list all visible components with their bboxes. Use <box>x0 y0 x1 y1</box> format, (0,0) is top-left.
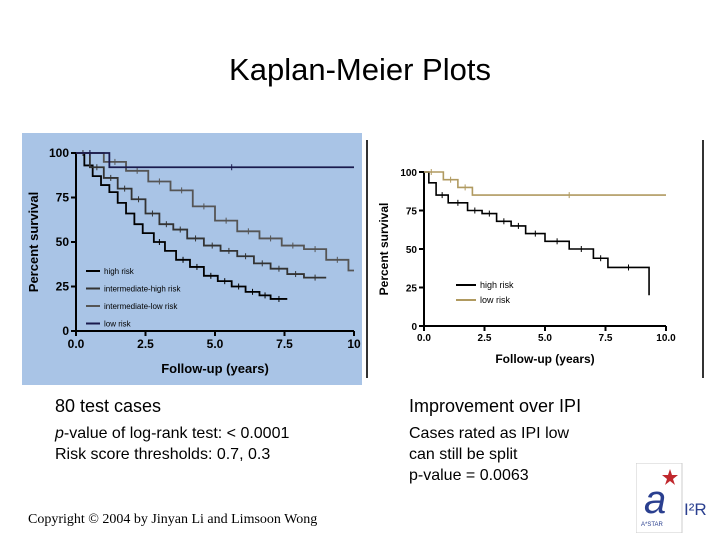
x-tick-label-1-1: 2.5 <box>137 337 154 351</box>
x-tick-label-1-0: 0.0 <box>68 337 85 351</box>
y-tick-label-2-0: 0 <box>411 322 417 333</box>
logo-a-glyph: a <box>644 478 666 522</box>
y-axis-label-2: Percent survival <box>377 203 391 296</box>
caption-left-line1: p-value of log-rank test: < 0.0001 <box>55 423 289 444</box>
x-axis-label-1: Follow-up (years) <box>161 361 269 376</box>
caption-right-heading: Improvement over IPI <box>409 396 582 416</box>
pvalue-text: -value of log-rank test: < 0.0001 <box>63 425 290 442</box>
caption-right-line2: can still be split <box>409 446 518 463</box>
y-tick-label-2-4: 100 <box>400 168 417 179</box>
y-tick-label-1-2: 50 <box>56 235 70 249</box>
x-tick-label-2-1: 2.5 <box>478 333 492 344</box>
legend-label-1-0: high risk <box>104 267 135 276</box>
y-tick-label-2-2: 50 <box>406 245 418 256</box>
caption-left: 80 test cases p-value of log-rank test: … <box>55 396 289 465</box>
km-curve-1-1 <box>76 152 327 279</box>
legend-label-2-1: low risk <box>480 295 511 305</box>
x-tick-label-2-0: 0.0 <box>417 333 431 344</box>
x-tick-label-1-2: 5.0 <box>207 337 224 351</box>
km-plot-80-test-cases: 0 25 50 75 100 0.0 2.5 5.0 7.5 10 Follow-up (years… <box>22 133 362 385</box>
y-tick-label-2-1: 25 <box>406 284 418 295</box>
km-curve-2-0 <box>424 171 650 296</box>
caption-right: Improvement over IPI Cases rated as IPI … <box>409 396 581 486</box>
km-curve-1-3 <box>76 152 354 169</box>
y-tick-label-1-4: 100 <box>49 146 69 160</box>
chart-border-right <box>702 140 704 378</box>
x-tick-label-1-4: 10 <box>347 337 361 351</box>
x-tick-label-1-3: 7.5 <box>276 337 293 351</box>
x-axis-label-2: Follow-up (years) <box>495 352 594 366</box>
x-tick-label-2-3: 7.5 <box>599 333 613 344</box>
km-plot-ipi-low: 0 25 50 75 100 0.0 2.5 5.0 7.5 10.0 Follow-up (yea… <box>366 140 706 380</box>
legend-label-2-0: high risk <box>480 280 514 290</box>
km-plot-2-svg: 0 25 50 75 100 0.0 2.5 5.0 7.5 10.0 Follow-up (yea… <box>377 168 676 366</box>
y-tick-label-1-0: 0 <box>62 324 69 338</box>
km-plot-1-svg: 0 25 50 75 100 0.0 2.5 5.0 7.5 10 Follow-up (years… <box>26 146 361 376</box>
p-letter: p <box>55 425 64 442</box>
y-tick-label-2-3: 75 <box>406 207 418 218</box>
legend-label-1-3: low risk <box>104 320 132 329</box>
caption-left-line2: Risk score thresholds: 0.7, 0.3 <box>55 446 271 463</box>
caption-right-line1: Cases rated as IPI low <box>409 425 570 442</box>
chart-border-left <box>366 140 368 378</box>
x-tick-label-2-2: 5.0 <box>538 333 552 344</box>
astar-logo: a A*STAR I²R <box>635 462 716 534</box>
caption-left-heading: 80 test cases <box>55 396 162 416</box>
astar-logo-icon: a A*STAR I²R <box>635 462 707 534</box>
logo-org-text: A*STAR <box>641 522 664 528</box>
x-tick-label-2-4: 10.0 <box>656 333 676 344</box>
legend-label-1-1: intermediate-high risk <box>104 285 181 294</box>
legend-label-1-2: intermediate-low risk <box>104 302 178 311</box>
km-curve-1-0 <box>76 152 288 300</box>
copyright-footer: Copyright © 2004 by Jinyan Li and Limsoo… <box>28 512 318 527</box>
y-axis-label-1: Percent survival <box>26 192 41 292</box>
y-tick-label-1-3: 75 <box>56 191 70 205</box>
km-curve-2-1 <box>424 171 666 196</box>
caption-right-line3: p-value = 0.0063 <box>409 467 529 484</box>
y-tick-label-1-1: 25 <box>56 280 70 294</box>
slide-title: Kaplan-Meier Plots <box>229 52 491 87</box>
km-curve-1-2 <box>76 152 354 272</box>
logo-mark-text: I²R <box>684 500 707 519</box>
logo-star-icon <box>662 469 678 485</box>
